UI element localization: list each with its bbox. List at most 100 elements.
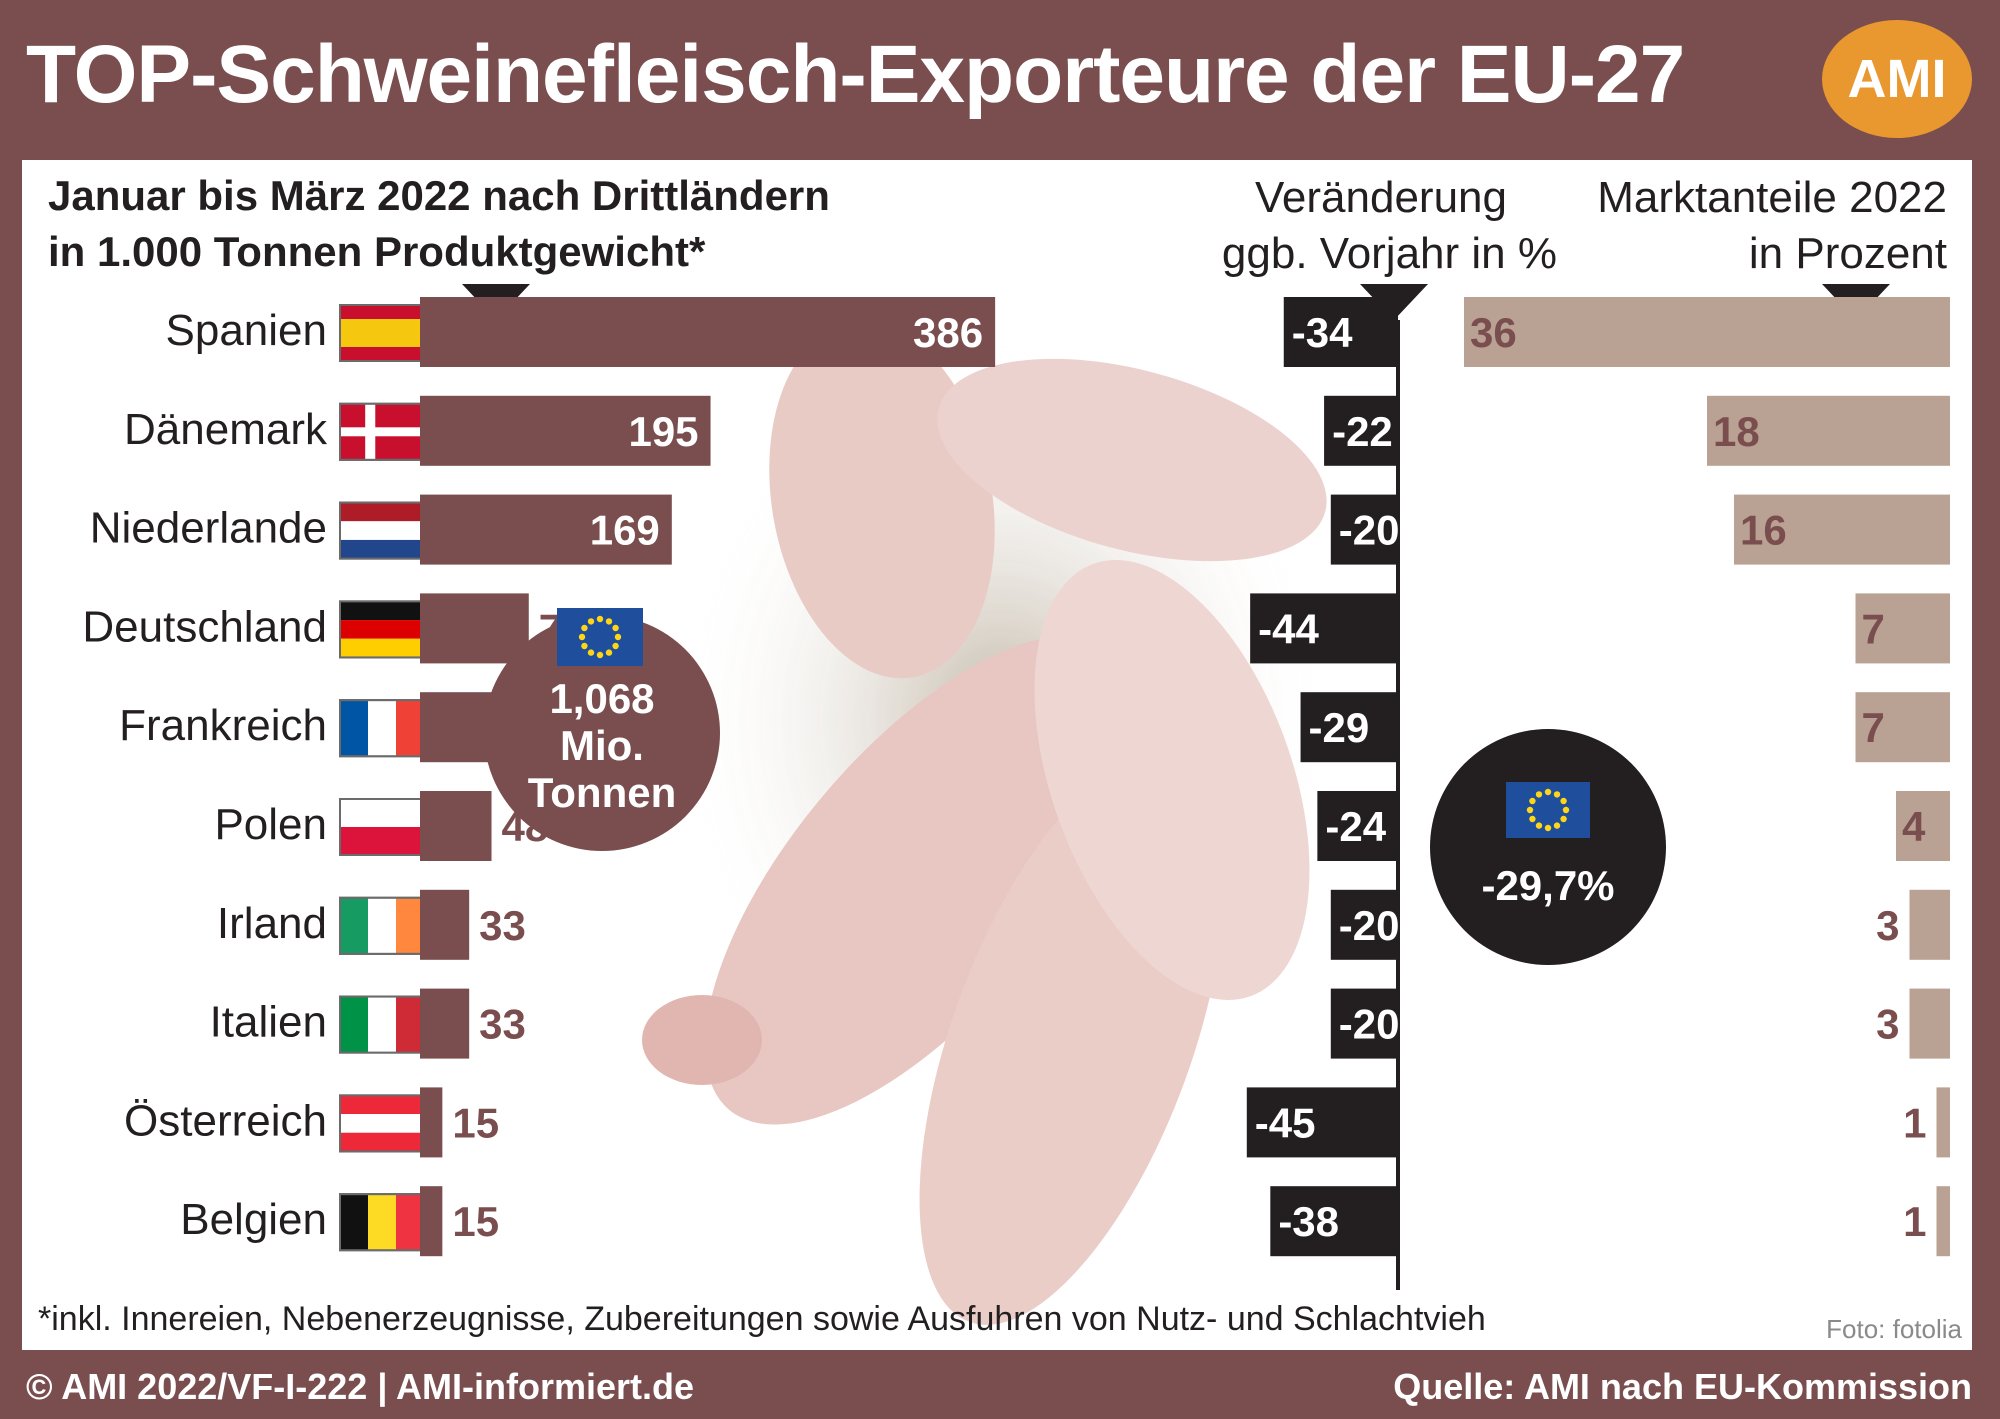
- eu-star-icon: [614, 633, 622, 641]
- denmark-flag-icon: [339, 402, 425, 461]
- chart-row: Spanien 386 -34 36: [166, 297, 1950, 367]
- eu-star-icon: [581, 642, 588, 650]
- volume-value-label: 33: [479, 902, 526, 949]
- share-bar: [1734, 494, 1950, 565]
- change-value-label: -20: [1339, 507, 1400, 554]
- eu-star-icon: [1535, 791, 1543, 798]
- eu-total-value: 1,068: [549, 675, 654, 722]
- change-value-label: -34: [1292, 309, 1353, 356]
- volume-bar: [420, 889, 470, 960]
- italy-flag-icon: [339, 995, 425, 1054]
- france-flag-icon: [339, 699, 425, 758]
- volume-value-label: 15: [452, 1198, 499, 1245]
- change-value-label: -22: [1332, 408, 1393, 455]
- share-bar: [1896, 791, 1950, 861]
- share-bar: [1855, 692, 1950, 763]
- chart-row: Irland 33 -20 3: [217, 889, 1950, 960]
- eu-star-icon: [1560, 797, 1567, 805]
- share-value-label: 1: [1903, 1198, 1926, 1245]
- eu-star-icon: [605, 618, 613, 625]
- chart-row: Deutschland73-447: [82, 593, 1950, 664]
- photo-credit: Foto: fotolia: [1826, 1314, 1962, 1344]
- share-value-label: 1: [1903, 1099, 1926, 1146]
- volume-bar: [420, 791, 492, 861]
- eu-star-icon: [596, 651, 604, 659]
- chart-subtitle-line1: Januar bis März 2022 nach Drittländern: [48, 172, 830, 219]
- page-title: TOP-Schweinefleisch-Exporteure der EU-27: [26, 29, 1685, 120]
- footnote: *inkl. Innereien, Nebenerzeugnisse, Zube…: [38, 1300, 1486, 1338]
- change-bar: [1283, 297, 1398, 367]
- country-label: Spanien: [166, 306, 327, 355]
- change-bar: [1330, 889, 1398, 960]
- change-bar: [1246, 1087, 1398, 1158]
- country-label: Belgien: [180, 1195, 327, 1244]
- eu-total-bubble: 1,068 Mio. Tonnen: [484, 608, 720, 851]
- share-value-label: 18: [1713, 408, 1760, 455]
- change-bar: [1330, 988, 1398, 1059]
- spain-flag-icon: [339, 304, 425, 362]
- change-bar: [1317, 791, 1398, 861]
- volume-bar: [420, 1186, 443, 1257]
- change-value-label: -44: [1258, 605, 1319, 652]
- volume-bar: [420, 297, 996, 367]
- change-value-label: -38: [1278, 1198, 1339, 1245]
- change-bar: [1250, 593, 1398, 664]
- germany-flag-icon: [339, 600, 425, 659]
- country-label: Frankreich: [119, 701, 327, 750]
- eu-change-value: -29,7%: [1481, 862, 1614, 909]
- eu-star-icon: [1553, 822, 1561, 829]
- volume-value-label: 195: [628, 408, 698, 455]
- volume-bar: [420, 988, 470, 1059]
- share-value-label: 4: [1902, 803, 1926, 850]
- chart-row: Österreich 15 -45 1: [124, 1087, 1950, 1158]
- change-bar: [1270, 1186, 1398, 1257]
- share-header-line2: in Prozent: [1749, 229, 1947, 278]
- volume-value-label: 169: [590, 507, 660, 554]
- eu-star-icon: [612, 624, 619, 632]
- change-value-label: -20: [1339, 1001, 1400, 1048]
- chart-row: Polen 48 -24 4: [214, 791, 1950, 861]
- change-value-label: -29: [1309, 704, 1370, 751]
- share-value-label: 36: [1470, 309, 1517, 356]
- share-value-label: 7: [1862, 704, 1885, 751]
- eu-star-icon: [596, 615, 604, 623]
- change-bar: [1300, 692, 1398, 763]
- eu-star-icon: [1544, 788, 1552, 796]
- chart-row: Niederlande 169 -20 16: [90, 494, 1950, 565]
- eu-star-icon: [612, 642, 619, 650]
- volume-bar: [420, 593, 529, 664]
- share-bar: [1855, 593, 1950, 664]
- change-bar: [1330, 494, 1398, 565]
- poland-flag-icon: [339, 798, 425, 856]
- eu-star-icon: [1544, 824, 1552, 832]
- country-label: Irland: [217, 899, 327, 948]
- eu-star-icon: [587, 649, 595, 656]
- share-header-line1: Marktanteile 2022: [1597, 173, 1947, 222]
- eu-star-icon: [581, 624, 588, 632]
- volume-bar: [420, 1087, 443, 1158]
- share-bar: [1909, 889, 1950, 960]
- eu-star-icon: [1560, 815, 1567, 823]
- austria-flag-icon: [339, 1094, 425, 1153]
- eu-star-icon: [1529, 815, 1536, 823]
- volume-bar: [420, 494, 672, 565]
- ami-logo: AMI: [1822, 20, 1972, 138]
- eu-star-icon: [1553, 791, 1561, 798]
- share-bar: [1909, 988, 1950, 1059]
- chart-rows: Spanien 386 -34 36 Dänemark 195 -22 18 Niederlan…: [82, 297, 1950, 1257]
- background-photo: [642, 321, 1332, 1325]
- volume-bar: [420, 395, 711, 466]
- netherlands-flag-icon: [339, 501, 425, 560]
- eu-star-icon: [1562, 806, 1570, 814]
- share-value-label: 7: [1862, 605, 1885, 652]
- volume-value-label: 33: [479, 1001, 526, 1048]
- footer-source: Quelle: AMI nach EU-Kommission: [1393, 1366, 1972, 1407]
- volume-value-label: 386: [913, 309, 983, 356]
- eu-star-icon: [1535, 822, 1543, 829]
- eu-total-unit: Mio.: [560, 722, 644, 769]
- eu-total-unit-2: Tonnen: [528, 769, 677, 816]
- chart-row: Italien 33 -20 3: [210, 988, 1950, 1059]
- country-label: Niederlande: [90, 504, 327, 553]
- country-label: Deutschland: [82, 602, 327, 651]
